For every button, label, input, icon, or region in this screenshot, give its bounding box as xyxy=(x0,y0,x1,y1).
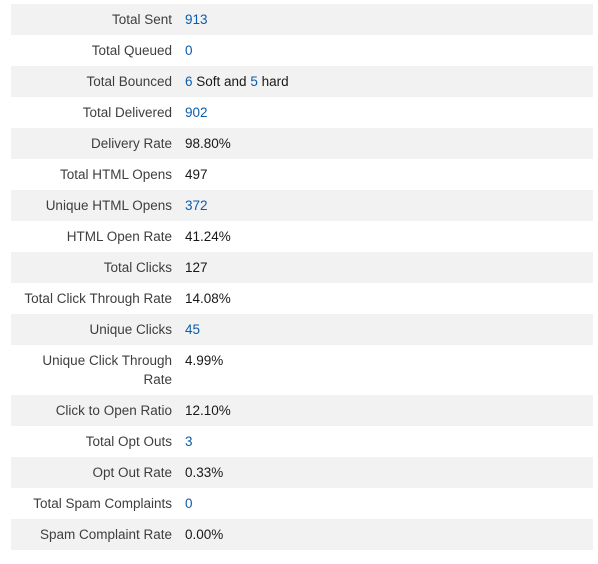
row-unique-html-opens: Unique HTML Opens 372 xyxy=(11,190,593,221)
row-unique-clicks: Unique Clicks 45 xyxy=(11,314,593,345)
row-total-opt-outs: Total Opt Outs 3 xyxy=(11,426,593,457)
soft-bounce-text: Soft and xyxy=(192,74,251,89)
row-total-bounced: Total Bounced 6 Soft and 5 hard xyxy=(11,66,593,97)
row-total-delivered: Total Delivered 902 xyxy=(11,97,593,128)
unique-clicks-link[interactable]: 45 xyxy=(185,322,201,337)
email-stats-table: Total Sent 913 Total Queued 0 Total Boun… xyxy=(11,4,593,550)
click-to-open-ratio-value: 12.10% xyxy=(185,403,231,418)
bounced-value: 6 Soft and 5 hard xyxy=(185,72,289,91)
soft-bounce-link[interactable]: 6 xyxy=(185,74,193,89)
total-clicks-value: 127 xyxy=(185,260,208,275)
row-total-click-through-rate: Total Click Through Rate 14.08% xyxy=(11,283,593,314)
hard-bounce-link[interactable]: 5 xyxy=(250,74,258,89)
total-click-through-rate-value: 14.08% xyxy=(185,291,231,306)
row-label: Total Clicks xyxy=(103,260,172,275)
row-label: Spam Complaint Rate xyxy=(39,527,172,542)
total-html-opens-value: 497 xyxy=(185,167,208,182)
delivery-rate-value: 98.80% xyxy=(185,136,231,151)
row-total-html-opens: Total HTML Opens 497 xyxy=(11,159,593,190)
spam-complaint-rate-value: 0.00% xyxy=(185,527,224,542)
row-total-clicks: Total Clicks 127 xyxy=(11,252,593,283)
total-opt-outs-link[interactable]: 3 xyxy=(185,434,193,449)
row-total-queued: Total Queued 0 xyxy=(11,35,593,66)
total-spam-complaints-link[interactable]: 0 xyxy=(185,496,193,511)
row-label: HTML Open Rate xyxy=(66,229,172,244)
row-html-open-rate: HTML Open Rate 41.24% xyxy=(11,221,593,252)
row-label: Total Opt Outs xyxy=(85,434,172,449)
row-delivery-rate: Delivery Rate 98.80% xyxy=(11,128,593,159)
row-label: Total Queued xyxy=(91,43,172,58)
total-delivered-link[interactable]: 902 xyxy=(185,105,208,120)
row-label: Total HTML Opens xyxy=(59,167,172,182)
row-label: Total Spam Complaints xyxy=(33,496,172,511)
hard-bounce-text: hard xyxy=(257,74,289,89)
row-label: Total Click Through Rate xyxy=(24,291,172,306)
row-label: Delivery Rate xyxy=(90,136,172,151)
unique-click-through-rate-value: 4.99% xyxy=(185,353,224,368)
row-label: Click to Open Ratio xyxy=(55,403,172,418)
total-queued-link[interactable]: 0 xyxy=(185,43,193,58)
row-label: Total Delivered xyxy=(82,105,172,120)
row-total-spam-complaints: Total Spam Complaints 0 xyxy=(11,488,593,519)
row-spam-complaint-rate: Spam Complaint Rate 0.00% xyxy=(11,519,593,550)
row-total-sent: Total Sent 913 xyxy=(11,4,593,35)
opt-out-rate-value: 0.33% xyxy=(185,465,224,480)
row-label: Unique Click Through Rate xyxy=(42,353,172,387)
row-opt-out-rate: Opt Out Rate 0.33% xyxy=(11,457,593,488)
row-label: Total Bounced xyxy=(86,74,172,89)
html-open-rate-value: 41.24% xyxy=(185,229,231,244)
row-label: Total Sent xyxy=(111,12,172,27)
row-label: Unique Clicks xyxy=(89,322,172,337)
row-label: Opt Out Rate xyxy=(92,465,172,480)
row-label: Unique HTML Opens xyxy=(45,198,172,213)
unique-html-opens-link[interactable]: 372 xyxy=(185,198,208,213)
total-sent-link[interactable]: 913 xyxy=(185,12,208,27)
row-unique-click-through-rate: Unique Click Through Rate 4.99% xyxy=(11,345,593,395)
row-click-to-open-ratio: Click to Open Ratio 12.10% xyxy=(11,395,593,426)
